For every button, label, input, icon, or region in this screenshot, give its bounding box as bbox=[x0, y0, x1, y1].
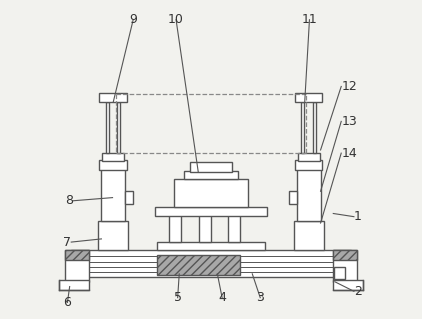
Bar bbox=[333, 250, 357, 282]
Bar bbox=[99, 160, 127, 170]
Bar bbox=[228, 215, 240, 242]
Bar bbox=[65, 250, 89, 282]
Text: 5: 5 bbox=[173, 291, 181, 304]
Text: 1: 1 bbox=[354, 210, 362, 223]
Bar bbox=[106, 102, 109, 153]
Bar bbox=[124, 191, 133, 204]
Bar bbox=[184, 171, 238, 179]
Bar bbox=[333, 250, 357, 260]
Bar bbox=[294, 221, 324, 250]
Text: 3: 3 bbox=[256, 291, 264, 304]
Bar bbox=[59, 280, 89, 290]
Bar bbox=[174, 179, 248, 207]
Text: 8: 8 bbox=[65, 194, 73, 207]
Bar bbox=[157, 255, 240, 275]
Bar bbox=[295, 93, 322, 102]
Bar bbox=[103, 153, 124, 161]
Text: 2: 2 bbox=[354, 285, 362, 298]
Text: 13: 13 bbox=[341, 115, 357, 128]
Text: 10: 10 bbox=[168, 13, 184, 26]
Bar bbox=[289, 191, 298, 204]
Bar bbox=[297, 167, 321, 221]
Bar bbox=[117, 102, 120, 153]
Text: 6: 6 bbox=[63, 296, 71, 309]
Bar bbox=[295, 160, 322, 170]
Bar bbox=[65, 250, 89, 260]
Text: 4: 4 bbox=[218, 291, 226, 304]
Text: 11: 11 bbox=[302, 13, 317, 26]
Bar bbox=[101, 167, 125, 221]
Text: 7: 7 bbox=[63, 235, 71, 249]
Text: 12: 12 bbox=[341, 80, 357, 93]
Bar bbox=[301, 102, 304, 153]
Bar bbox=[190, 162, 232, 172]
Bar bbox=[298, 153, 319, 161]
Bar bbox=[98, 221, 128, 250]
Bar bbox=[334, 268, 345, 278]
Bar bbox=[199, 215, 211, 242]
Text: 14: 14 bbox=[341, 147, 357, 160]
Bar bbox=[313, 102, 316, 153]
Bar bbox=[71, 250, 351, 277]
Bar bbox=[169, 215, 181, 242]
Bar bbox=[333, 280, 363, 290]
Text: 9: 9 bbox=[129, 13, 137, 26]
Bar bbox=[155, 206, 267, 216]
Bar bbox=[157, 242, 265, 250]
Bar bbox=[99, 93, 127, 102]
